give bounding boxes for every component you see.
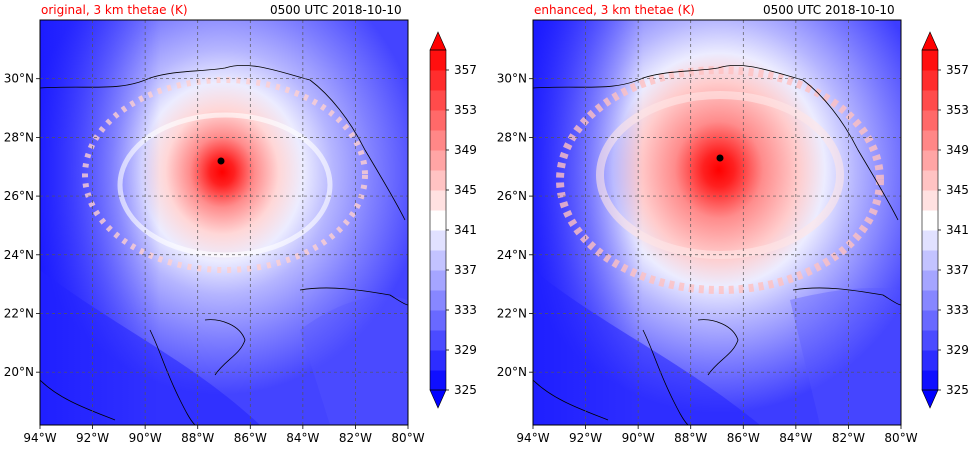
panel-2-frame (532, 19, 902, 426)
panel-1-ytick-label: 24°N (4, 248, 34, 262)
panel-1-colorbar-level (430, 50, 446, 71)
panel-2-ytick-label: 22°N (497, 306, 527, 320)
panel-1-colorbar-level (430, 370, 446, 391)
panel-2-coastline (533, 65, 899, 221)
panel-1-colorbar-level (430, 170, 446, 191)
panel-2-colorbar-tick-label: 341 (946, 223, 969, 237)
panel-2-colorbar-tick-label: 333 (946, 303, 969, 317)
panel-2-title-right: 0500 UTC 2018-10-10 (763, 3, 895, 17)
panel-2-xtick-label: 82°W (832, 431, 865, 445)
panel-1-colorbar-extend-max (429, 31, 447, 51)
panel-1-xtick-label: 88°W (181, 431, 214, 445)
panel-1-frame (39, 19, 409, 426)
panel-1-title-left: original, 3 km thetae (K) (41, 3, 188, 17)
panel-2-ytick-label: 28°N (497, 130, 527, 144)
panel-2-map (533, 20, 901, 425)
panel-2-ytick-label: 20°N (497, 365, 527, 379)
panel-1-colorbar-level (430, 210, 446, 231)
panel-2-colorbar-tick-label: 325 (946, 383, 969, 397)
panel-1-xtick-label: 94°W (23, 431, 56, 445)
panel-1-xtick-label: 84°W (286, 431, 319, 445)
panel-2-colorbar: 325 329 333 337 341 345 349 353 357 (921, 31, 969, 409)
panel-1-colorbar-level (430, 250, 446, 271)
panel-2-ytick-label: 30°N (497, 72, 527, 86)
panel-1-xtick-label: 92°W (76, 431, 109, 445)
panel-1-colorbar-level (430, 330, 446, 351)
panel-1-colorbar-level (430, 230, 446, 251)
panel-2-colorbar-level (922, 350, 938, 371)
panel-1-colorbar-tick-label: 353 (454, 103, 477, 117)
panel-2-colorbar-tick-label: 337 (946, 263, 969, 277)
panel-2-xtick-label: 86°W (727, 431, 760, 445)
panel-1-ytick-label: 30°N (4, 72, 34, 86)
panel-2-xtick-label: 88°W (674, 431, 707, 445)
panel-1-colorbar-level (430, 270, 446, 291)
panel-2-colorbar-level (922, 150, 938, 171)
panel-1-colorbar-tick-label: 345 (454, 183, 477, 197)
panel-1-xtick-label: 86°W (234, 431, 267, 445)
panel-2-colorbar-level (922, 270, 938, 291)
panel-2-ytick-label: 24°N (497, 248, 527, 262)
panel-2-title-left: enhanced, 3 km thetae (K) (534, 3, 695, 17)
panel-2-colorbar-level (922, 170, 938, 191)
panel-2-xtick-label: 94°W (516, 431, 549, 445)
panel-2-xtick-label: 92°W (569, 431, 602, 445)
panel-2-colorbar-level (922, 70, 938, 91)
panel-1-colorbar-tick-label: 329 (454, 343, 477, 357)
panel-1-colorbar-extend-min (429, 389, 447, 409)
panel-1-title-right: 0500 UTC 2018-10-10 (270, 3, 402, 17)
panel-2-colorbar-tick-label: 329 (946, 343, 969, 357)
panel-2-colorbar-level (922, 370, 938, 391)
panel-1-colorbar-tick-label: 341 (454, 223, 477, 237)
panel-2-colorbar-tick-label: 345 (946, 183, 969, 197)
panel-2-colorbar-level (922, 210, 938, 231)
panel-2-colorbar-level (922, 230, 938, 251)
panel-1-map (40, 20, 408, 425)
panel-1-storm-center-marker (217, 157, 225, 165)
panel-1-ytick-label: 26°N (4, 189, 34, 203)
panel-2-colorbar-level (922, 110, 938, 131)
panel-2-colorbar-level (922, 90, 938, 111)
panel-1-xtick-label: 80°W (391, 431, 424, 445)
panel-1-ytick-label: 28°N (4, 130, 34, 144)
panel-1-colorbar-level (430, 110, 446, 131)
panel-2-colorbar-level (922, 50, 938, 71)
panel-1-colorbar-tick-label: 325 (454, 383, 477, 397)
panel-2-colorbar-level (922, 250, 938, 271)
panel-2-colorbar-level (922, 130, 938, 151)
panel-2-storm-center-marker (716, 154, 724, 162)
panel-2-colorbar-level (922, 310, 938, 331)
panel-2-colorbar-level (922, 330, 938, 351)
panel-1-ytick-label: 20°N (4, 365, 34, 379)
panel-1-coastline (40, 65, 406, 221)
panel-1-colorbar-level (430, 190, 446, 211)
panel-2-colorbar-extend-min (921, 389, 939, 409)
panel-2-colorbar-tick-label: 349 (946, 143, 969, 157)
panel-1-colorbar-level (430, 130, 446, 151)
panel-1-colorbar-tick-label: 357 (454, 63, 477, 77)
panel-1-colorbar-tick-label: 337 (454, 263, 477, 277)
panel-1-colorbar: 325 329 333 337 341 345 349 353 357 (429, 31, 477, 409)
panel-1-colorbar-level (430, 310, 446, 331)
panel-1-colorbar-level (430, 150, 446, 171)
panel-1-colorbar-tick-label: 349 (454, 143, 477, 157)
panel-2-xtick-label: 90°W (622, 431, 655, 445)
panel-1-colorbar-level (430, 70, 446, 91)
panel-2-xtick-label: 80°W (884, 431, 917, 445)
panel-1-colorbar-tick-label: 333 (454, 303, 477, 317)
panel-2-colorbar-tick-label: 353 (946, 103, 969, 117)
panel-1-colorbar-level (430, 350, 446, 371)
panel-2-colorbar-level (922, 190, 938, 211)
panel-2-colorbar-tick-label: 357 (946, 63, 969, 77)
panel-1-colorbar-level (430, 290, 446, 311)
panel-2-xtick-label: 84°W (779, 431, 812, 445)
panel-2-colorbar-level (922, 290, 938, 311)
panel-1-colorbar-level (430, 90, 446, 111)
panel-1-ytick-label: 22°N (4, 306, 34, 320)
panel-2-ytick-label: 26°N (497, 189, 527, 203)
panel-2-colorbar-extend-max (921, 31, 939, 51)
panel-1-xtick-label: 82°W (339, 431, 372, 445)
panel-1-xtick-label: 90°W (129, 431, 162, 445)
